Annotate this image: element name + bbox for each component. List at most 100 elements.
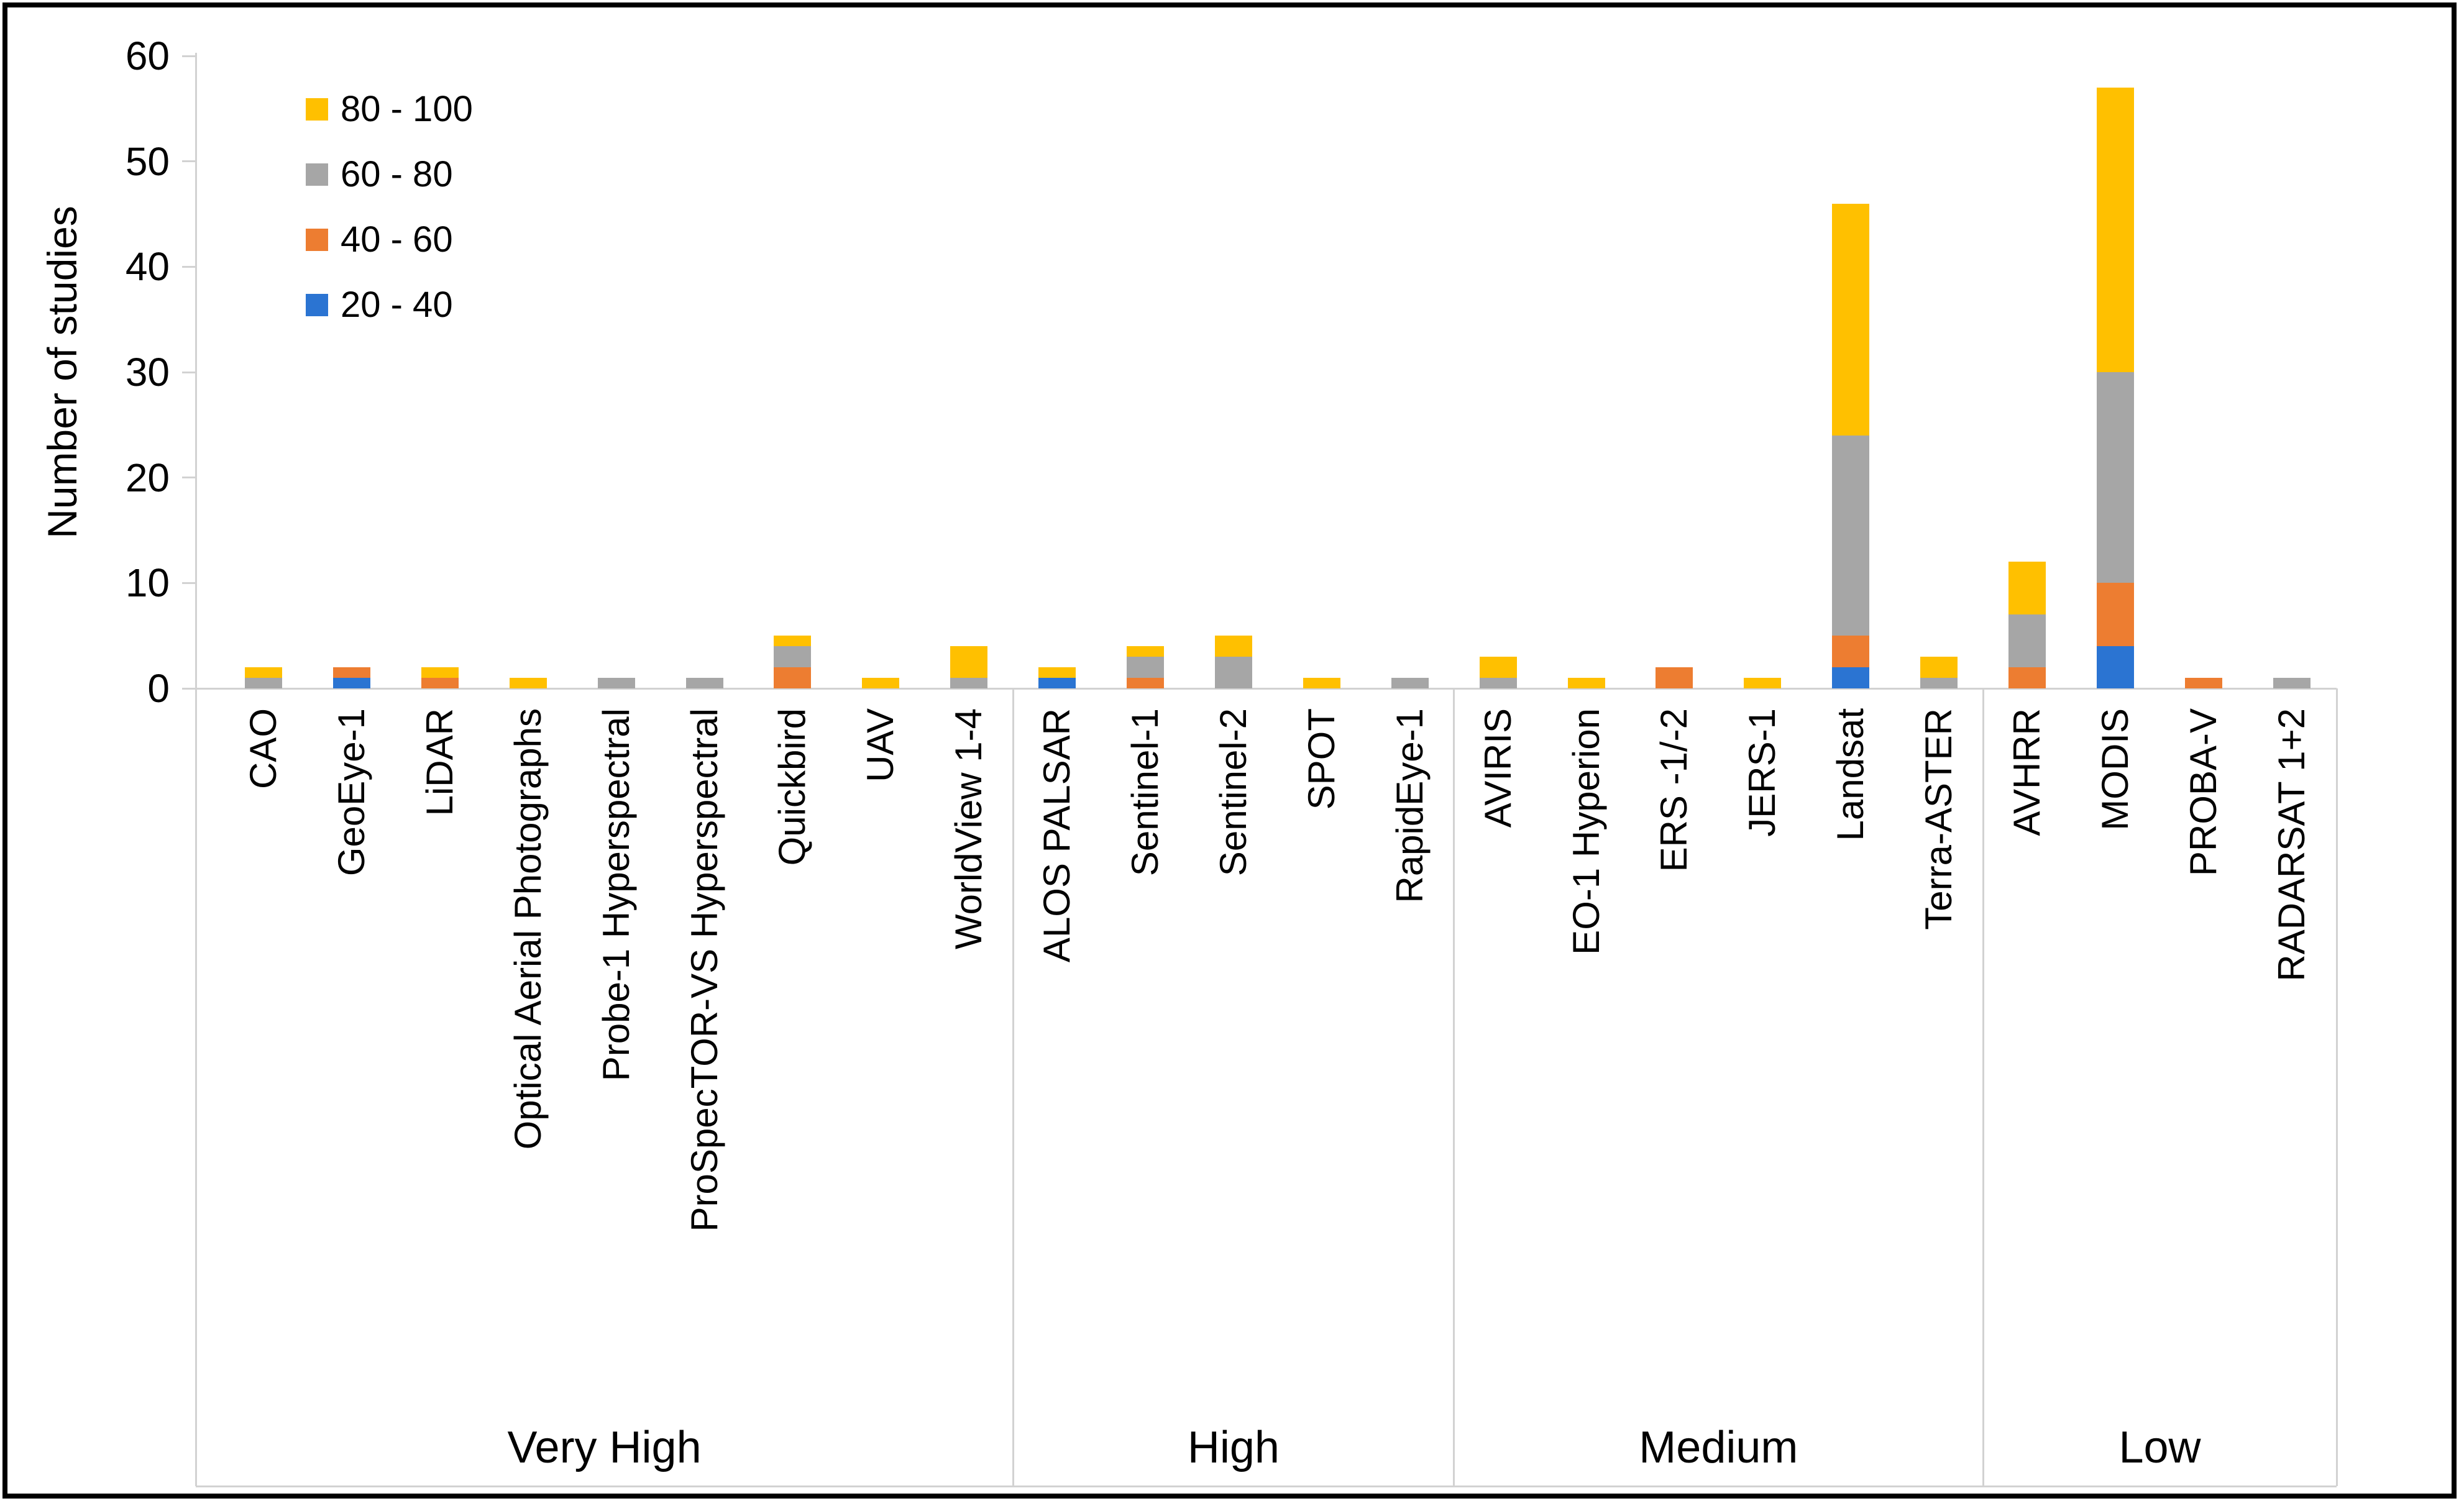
x-axis-category-label: PROBA-V bbox=[2182, 708, 2224, 877]
bar-segment-20-40 bbox=[2096, 646, 2134, 688]
bar-segment-40-60 bbox=[2096, 583, 2134, 647]
group-divider-line bbox=[195, 688, 197, 1486]
y-tick-mark bbox=[182, 687, 196, 690]
y-tick-label: 40 bbox=[125, 244, 170, 290]
group-divider-line bbox=[1453, 688, 1455, 1486]
legend-label: 80 - 100 bbox=[341, 89, 473, 129]
x-axis-category-label: Sentinel-1 bbox=[1124, 708, 1166, 877]
bar-segment-60-80 bbox=[597, 678, 635, 688]
bar-segment-60-80 bbox=[950, 678, 988, 688]
bar-segment-80-100 bbox=[862, 678, 900, 688]
bar-segment-80-100 bbox=[1744, 678, 1782, 688]
bar-segment-60-80 bbox=[245, 678, 282, 688]
x-axis-category-label: Landsat bbox=[1830, 708, 1872, 841]
group-label: Medium bbox=[1639, 1423, 1798, 1472]
y-tick-mark bbox=[182, 582, 196, 584]
bar-segment-80-100 bbox=[1479, 657, 1517, 678]
bar-segment-80-100 bbox=[1303, 678, 1340, 688]
y-tick-mark bbox=[182, 55, 196, 57]
y-axis-line bbox=[195, 53, 197, 688]
bar-segment-60-80 bbox=[1127, 657, 1164, 678]
y-tick-label: 10 bbox=[125, 560, 170, 606]
bar-segment-80-100 bbox=[421, 667, 459, 678]
bar-segment-80-100 bbox=[1832, 203, 1870, 436]
bar-segment-40-60 bbox=[332, 667, 370, 678]
y-tick-label: 30 bbox=[125, 350, 170, 395]
bar-segment-60-80 bbox=[2273, 678, 2311, 688]
legend-swatch-icon bbox=[306, 98, 328, 121]
y-tick-label: 60 bbox=[125, 34, 170, 78]
bar-segment-60-80 bbox=[1832, 435, 1870, 636]
group-divider-line bbox=[1012, 688, 1014, 1486]
group-label: High bbox=[1187, 1423, 1280, 1472]
bar-segment-80-100 bbox=[1567, 678, 1605, 688]
bar-segment-60-80 bbox=[774, 646, 812, 668]
x-axis-category-label: Sentinel-2 bbox=[1212, 708, 1254, 877]
x-axis-category-label: MODIS bbox=[2094, 708, 2136, 831]
bar-segment-60-80 bbox=[1920, 678, 1958, 688]
bar-segment-40-60 bbox=[2008, 667, 2046, 688]
group-divider-line bbox=[2335, 688, 2338, 1486]
x-axis-category-label: WorldView 1-4 bbox=[948, 708, 990, 949]
x-axis-category-label: Optical Aerial Photographs bbox=[506, 708, 549, 1150]
x-axis-category-label: LiDAR bbox=[418, 708, 460, 816]
bar-segment-80-100 bbox=[509, 678, 547, 688]
legend-label: 40 - 60 bbox=[341, 219, 453, 260]
bar-segment-60-80 bbox=[2008, 614, 2046, 668]
bar-segment-80-100 bbox=[1038, 667, 1076, 678]
y-tick-label: 50 bbox=[125, 139, 170, 184]
bar-segment-80-100 bbox=[245, 667, 282, 678]
bar-segment-40-60 bbox=[1832, 636, 1870, 668]
bar-segment-40-60 bbox=[421, 678, 459, 688]
bar-segment-80-100 bbox=[2008, 562, 2046, 615]
bar-segment-40-60 bbox=[1656, 667, 1693, 688]
x-axis-category-label: CAO bbox=[242, 708, 284, 790]
bar-segment-20-40 bbox=[332, 678, 370, 688]
x-axis-category-label: EO-1 Hyperion bbox=[1565, 708, 1607, 955]
x-axis-category-label: GeoEye-1 bbox=[330, 708, 372, 877]
x-axis-line bbox=[196, 687, 2337, 690]
bar-segment-80-100 bbox=[2096, 87, 2134, 372]
group-label: Low bbox=[2118, 1423, 2201, 1472]
bar-segment-20-40 bbox=[1038, 678, 1076, 688]
legend-swatch-icon bbox=[306, 229, 328, 251]
x-axis-category-label: RADARSAT 1+2 bbox=[2270, 708, 2312, 982]
group-divider-line bbox=[1982, 688, 1984, 1486]
bar-segment-80-100 bbox=[1920, 657, 1958, 678]
legend-swatch-icon bbox=[306, 163, 328, 186]
bar-segment-60-80 bbox=[1214, 657, 1252, 688]
legend-swatch-icon bbox=[306, 294, 328, 316]
x-axis-category-label: ERS -1/-2 bbox=[1653, 708, 1695, 872]
x-axis-category-label: SPOT bbox=[1300, 708, 1342, 810]
bar-segment-60-80 bbox=[1391, 678, 1429, 688]
legend-label: 20 - 40 bbox=[341, 285, 453, 325]
y-tick-mark bbox=[182, 160, 196, 163]
category-area-bottom-line bbox=[196, 1485, 2337, 1487]
bar-segment-60-80 bbox=[685, 678, 723, 688]
y-tick-label: 0 bbox=[147, 666, 170, 711]
bar-segment-80-100 bbox=[1127, 646, 1164, 657]
y-tick-mark bbox=[182, 265, 196, 268]
y-tick-mark bbox=[182, 477, 196, 479]
x-axis-category-label: UAV bbox=[859, 708, 902, 782]
x-axis-category-label: RapidEye-1 bbox=[1388, 708, 1431, 903]
x-axis-category-label: Quickbird bbox=[771, 708, 813, 866]
bar-segment-40-60 bbox=[2184, 678, 2222, 688]
y-tick-label: 20 bbox=[125, 455, 170, 500]
bar-segment-60-80 bbox=[2096, 372, 2134, 583]
x-axis-category-label: JERS-1 bbox=[1741, 708, 1784, 837]
x-axis-category-label: Probe-1 Hyperspectral bbox=[595, 708, 637, 1082]
bar-segment-60-80 bbox=[1479, 678, 1517, 688]
x-axis-category-label: AVIRIS bbox=[1477, 708, 1519, 828]
x-axis-category-label: AVHRR bbox=[2006, 708, 2048, 836]
bar-segment-40-60 bbox=[774, 667, 812, 688]
bar-segment-80-100 bbox=[1214, 636, 1252, 657]
x-axis-category-label: ProSpecTOR-VS Hyperspectral bbox=[683, 708, 725, 1232]
x-axis-category-label: Terra-ASTER bbox=[1918, 708, 1960, 930]
bar-segment-40-60 bbox=[1127, 678, 1164, 688]
x-axis-category-label: ALOS PALSAR bbox=[1036, 708, 1078, 963]
bar-segment-20-40 bbox=[1832, 667, 1870, 688]
bar-segment-80-100 bbox=[950, 646, 988, 678]
bar-segment-80-100 bbox=[774, 636, 812, 647]
group-label: Very High bbox=[507, 1423, 702, 1472]
